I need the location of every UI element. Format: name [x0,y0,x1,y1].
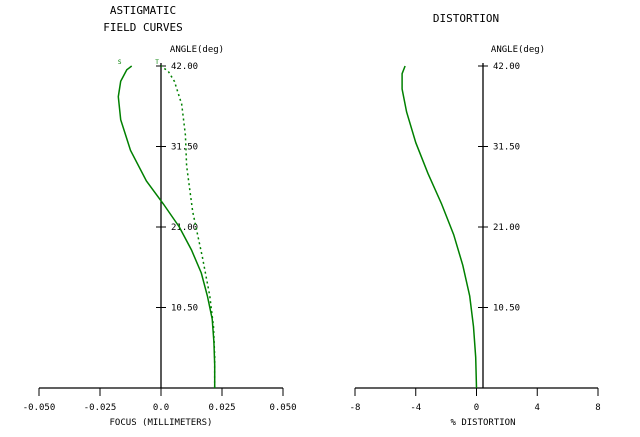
distortion-x-axis-label: % DISTORTION [450,418,515,428]
astig-y-tick-label: 10.50 [171,304,198,314]
astig-x-tick-label: -0.025 [84,403,117,413]
distortion-y-tick-label: 10.50 [493,304,520,314]
distortion-x-tick-label: 0 [474,403,479,413]
distortion-y-tick-label: 31.50 [493,143,520,153]
distortion-y-axis-label: ANGLE(deg) [491,45,545,55]
distortion-x-tick-label: -8 [350,403,361,413]
distortion-chart: DISTORTION ANGLE(deg) % DISTORTION -8 -4 0… [350,12,601,428]
astig-curve-label-t: T [155,59,159,66]
distortion-x-tick-label: -4 [410,403,421,413]
astig-y-axis-label: ANGLE(deg) [170,45,224,55]
astig-x-tick-label: 0.0 [153,403,169,413]
astig-x-tick-label: 0.050 [269,403,296,413]
astig-x-tick-label: 0.025 [208,403,235,413]
astig-x-tick-label: -0.050 [23,403,56,413]
astig-y-tick-label: 31.50 [171,143,198,153]
distortion-y-tick-label: 21.00 [493,223,520,233]
distortion-title: DISTORTION [433,12,499,25]
astig-series-t-curve [160,65,216,388]
astig-x-axis-label: FOCUS (MILLIMETERS) [110,418,213,428]
astig-series-s-curve [117,65,216,388]
astig-curve-label-s: S [118,59,122,66]
distortion-series-0-curve [401,65,478,389]
distortion-x-tick-label: 8 [595,403,600,413]
astig-y-tick-label: 42.00 [171,62,198,72]
astig-y-tick-label: 21.00 [171,223,198,233]
distortion-y-tick-label: 42.00 [493,62,520,72]
astigmatic-field-curves-chart: ASTIGMATIC FIELD CURVES ANGLE(deg) FOCUS… [23,4,297,428]
astig-title-line1: ASTIGMATIC [110,4,176,17]
astig-title-line2: FIELD CURVES [103,21,182,34]
distortion-x-tick-label: 4 [535,403,540,413]
